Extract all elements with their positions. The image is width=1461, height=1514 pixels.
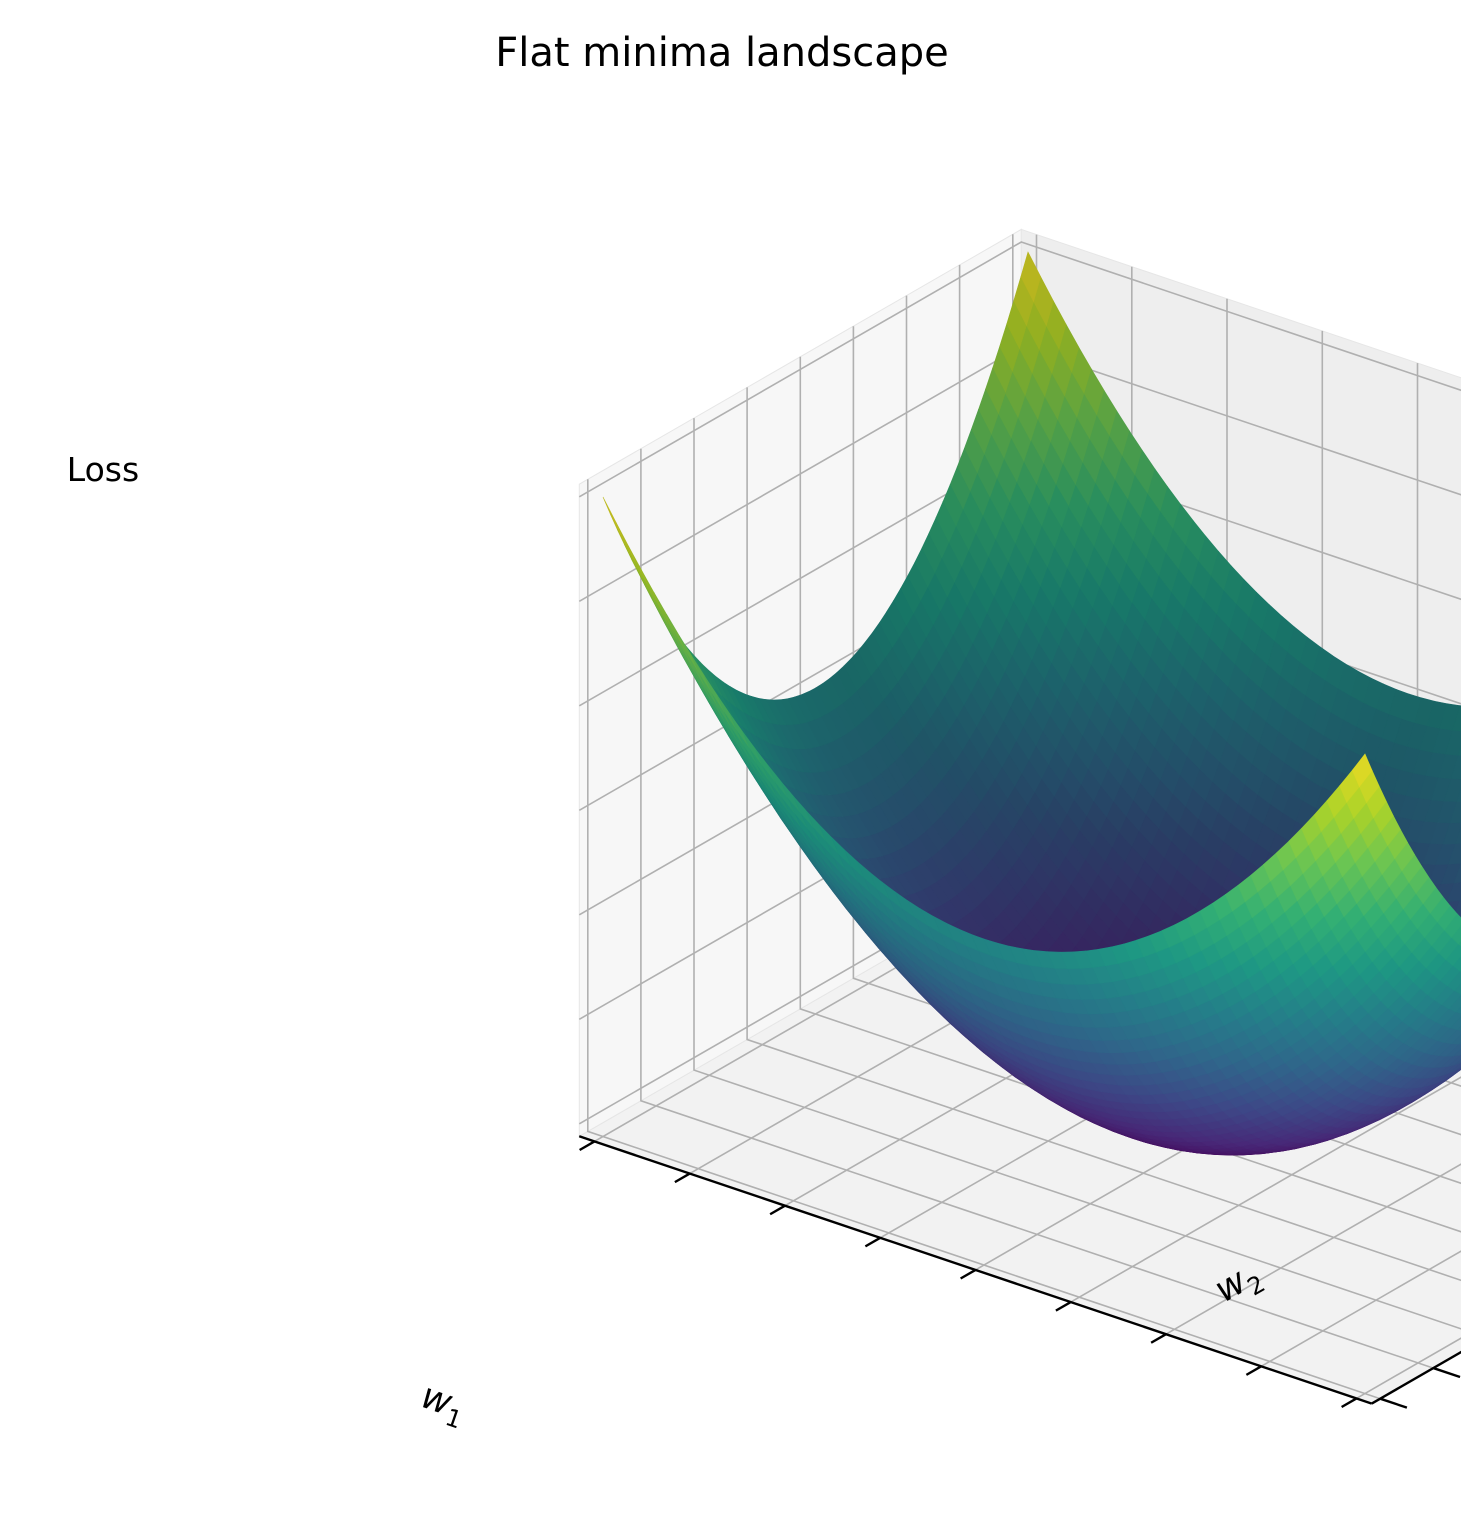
x-axis-tick <box>580 1141 595 1150</box>
y-axis-tick <box>1380 1399 1407 1408</box>
chart-title: Flat minima landscape <box>495 30 948 76</box>
x-axis-tick <box>961 1270 976 1279</box>
x-axis-tick <box>1151 1334 1166 1343</box>
x-axis-tick <box>1246 1366 1261 1375</box>
x-axis-tick <box>675 1174 690 1183</box>
y-axis-tick <box>1433 1368 1460 1377</box>
z-axis-label: Loss <box>67 450 139 489</box>
x-axis-label: w1 <box>414 1375 472 1434</box>
x-axis-tick <box>1056 1302 1071 1311</box>
x-axis-tick <box>865 1238 880 1247</box>
x-axis-tick <box>770 1206 785 1215</box>
x-axis-tick <box>1342 1398 1357 1407</box>
